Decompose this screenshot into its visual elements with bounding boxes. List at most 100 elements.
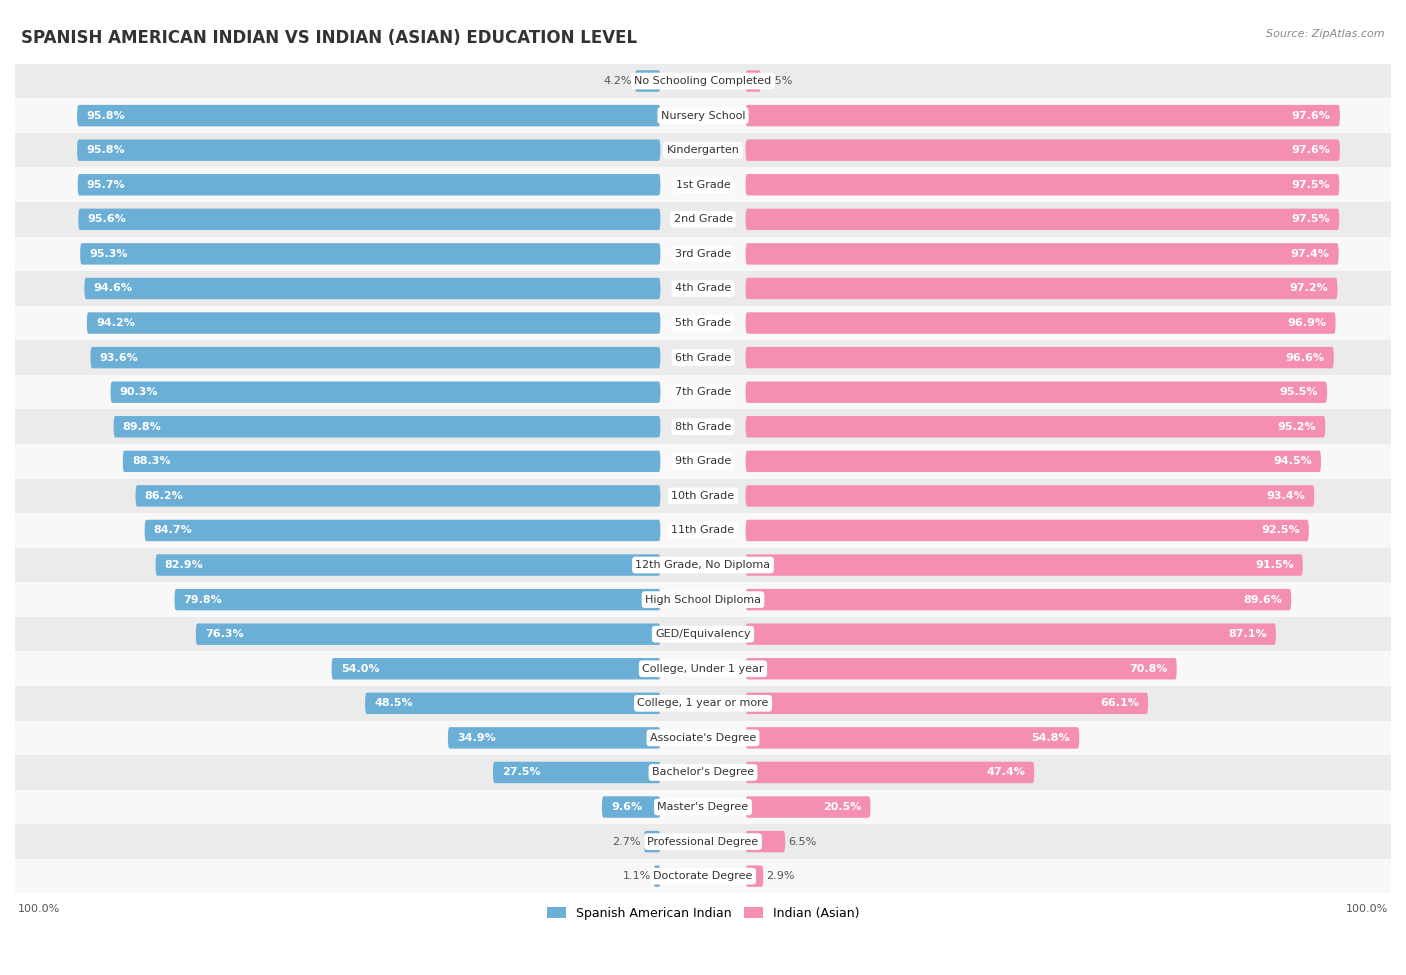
Text: 6th Grade: 6th Grade (675, 353, 731, 363)
FancyBboxPatch shape (745, 243, 1339, 264)
Text: 47.4%: 47.4% (986, 767, 1025, 777)
Bar (15, 340, 1391, 375)
FancyBboxPatch shape (135, 486, 661, 507)
Text: 4th Grade: 4th Grade (675, 284, 731, 293)
FancyBboxPatch shape (111, 381, 661, 403)
FancyBboxPatch shape (449, 727, 661, 749)
Text: Associate's Degree: Associate's Degree (650, 733, 756, 743)
Text: 95.8%: 95.8% (86, 145, 125, 155)
Bar (15, 756, 1391, 790)
Text: Professional Degree: Professional Degree (647, 837, 759, 846)
Text: 70.8%: 70.8% (1129, 664, 1167, 674)
FancyBboxPatch shape (745, 692, 1149, 714)
Bar (15, 168, 1391, 202)
FancyBboxPatch shape (494, 761, 661, 783)
Text: 20.5%: 20.5% (823, 802, 862, 812)
Bar (15, 513, 1391, 548)
FancyBboxPatch shape (745, 797, 870, 818)
FancyBboxPatch shape (79, 209, 661, 230)
FancyBboxPatch shape (745, 347, 1334, 369)
FancyBboxPatch shape (332, 658, 661, 680)
Text: 11th Grade: 11th Grade (672, 526, 734, 535)
Bar (15, 824, 1391, 859)
Text: 95.7%: 95.7% (87, 179, 125, 190)
Bar (15, 271, 1391, 306)
Text: 100.0%: 100.0% (18, 904, 60, 914)
Bar (15, 617, 1391, 651)
Text: 97.6%: 97.6% (1292, 145, 1330, 155)
FancyBboxPatch shape (114, 416, 661, 438)
Bar (15, 237, 1391, 271)
Text: 94.2%: 94.2% (96, 318, 135, 328)
Text: 93.4%: 93.4% (1267, 490, 1305, 501)
FancyBboxPatch shape (745, 174, 1340, 195)
Bar (15, 651, 1391, 686)
Text: 91.5%: 91.5% (1256, 560, 1294, 570)
Text: 89.8%: 89.8% (122, 422, 162, 432)
Text: 9th Grade: 9th Grade (675, 456, 731, 466)
Text: GED/Equivalency: GED/Equivalency (655, 629, 751, 640)
Text: 97.6%: 97.6% (1292, 110, 1330, 121)
Text: 8th Grade: 8th Grade (675, 422, 731, 432)
Text: 95.8%: 95.8% (86, 110, 125, 121)
Text: 100.0%: 100.0% (1346, 904, 1388, 914)
Text: 34.9%: 34.9% (457, 733, 496, 743)
Text: 2.5%: 2.5% (763, 76, 792, 86)
FancyBboxPatch shape (745, 70, 761, 92)
Text: No Schooling Completed: No Schooling Completed (634, 76, 772, 86)
Bar (15, 582, 1391, 617)
FancyBboxPatch shape (77, 105, 661, 127)
FancyBboxPatch shape (634, 70, 661, 92)
Legend: Spanish American Indian, Indian (Asian): Spanish American Indian, Indian (Asian) (541, 902, 865, 924)
Text: College, 1 year or more: College, 1 year or more (637, 698, 769, 708)
FancyBboxPatch shape (156, 555, 661, 576)
FancyBboxPatch shape (745, 450, 1322, 472)
Text: 97.4%: 97.4% (1291, 249, 1330, 259)
Text: 97.5%: 97.5% (1292, 179, 1330, 190)
Text: 2.9%: 2.9% (766, 872, 794, 881)
Text: 1st Grade: 1st Grade (676, 179, 730, 190)
Text: Bachelor's Degree: Bachelor's Degree (652, 767, 754, 777)
FancyBboxPatch shape (602, 797, 661, 818)
Text: 10th Grade: 10th Grade (672, 490, 734, 501)
Text: 76.3%: 76.3% (205, 629, 243, 640)
Text: 2.7%: 2.7% (613, 837, 641, 846)
Bar (15, 375, 1391, 410)
FancyBboxPatch shape (745, 761, 1035, 783)
Text: 86.2%: 86.2% (145, 490, 183, 501)
FancyBboxPatch shape (745, 658, 1177, 680)
Bar (15, 790, 1391, 824)
Text: 94.6%: 94.6% (94, 284, 132, 293)
FancyBboxPatch shape (745, 381, 1327, 403)
FancyBboxPatch shape (745, 727, 1080, 749)
Bar (15, 548, 1391, 582)
Text: 97.5%: 97.5% (1292, 214, 1330, 224)
Bar (15, 721, 1391, 756)
Text: 95.6%: 95.6% (87, 214, 127, 224)
FancyBboxPatch shape (745, 555, 1303, 576)
FancyBboxPatch shape (90, 347, 661, 369)
Text: 2nd Grade: 2nd Grade (673, 214, 733, 224)
Text: 4.2%: 4.2% (603, 76, 631, 86)
Text: 7th Grade: 7th Grade (675, 387, 731, 397)
Text: Doctorate Degree: Doctorate Degree (654, 872, 752, 881)
Bar (15, 859, 1391, 893)
FancyBboxPatch shape (745, 520, 1309, 541)
Text: 89.6%: 89.6% (1243, 595, 1282, 604)
Text: College, Under 1 year: College, Under 1 year (643, 664, 763, 674)
Text: 66.1%: 66.1% (1099, 698, 1139, 708)
Text: 9.6%: 9.6% (612, 802, 643, 812)
Text: 54.8%: 54.8% (1032, 733, 1070, 743)
Bar (15, 479, 1391, 513)
Bar (15, 306, 1391, 340)
Text: SPANISH AMERICAN INDIAN VS INDIAN (ASIAN) EDUCATION LEVEL: SPANISH AMERICAN INDIAN VS INDIAN (ASIAN… (21, 29, 637, 47)
Text: 93.6%: 93.6% (100, 353, 138, 363)
FancyBboxPatch shape (644, 831, 661, 852)
FancyBboxPatch shape (84, 278, 661, 299)
FancyBboxPatch shape (745, 866, 763, 887)
Text: Kindergarten: Kindergarten (666, 145, 740, 155)
Text: 96.6%: 96.6% (1285, 353, 1324, 363)
FancyBboxPatch shape (745, 589, 1291, 610)
FancyBboxPatch shape (80, 243, 661, 264)
Text: 48.5%: 48.5% (374, 698, 413, 708)
